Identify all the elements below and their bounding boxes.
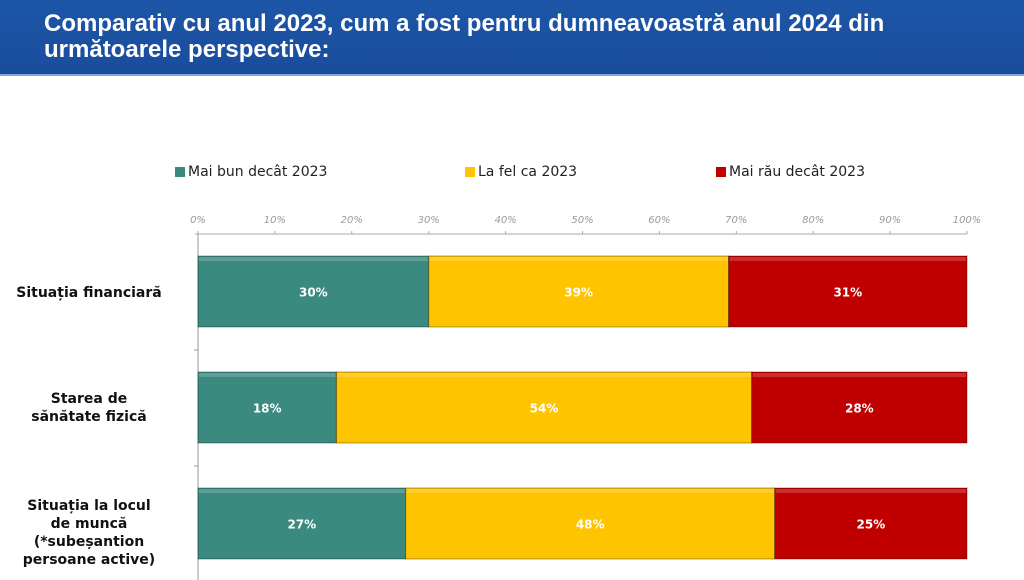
bar-bevel [429, 257, 728, 261]
bar-bevel [199, 373, 336, 377]
category-label: Starea de sănătate fizică [31, 391, 147, 425]
x-tick-label: 90% [879, 215, 901, 226]
bar-segment [335, 371, 753, 444]
bar-bevel [406, 489, 774, 493]
legend-swatch [716, 167, 726, 177]
bar-bevel [729, 257, 966, 261]
bar-segment [751, 371, 968, 444]
legend-label: Mai rău decât 2023 [729, 164, 866, 180]
bar-segment [728, 255, 968, 328]
legend-item-worse: Mai rău decât 2023 [716, 164, 865, 180]
x-tick-label: 0% [190, 215, 206, 226]
x-tick-label: 60% [648, 215, 670, 226]
legend-swatch [175, 167, 185, 177]
legend-label: La fel ca 2023 [478, 164, 578, 180]
x-tick-label: 30% [418, 215, 440, 226]
x-tick-label: 70% [725, 215, 747, 226]
bar-segment [197, 487, 407, 560]
data-label: 31% [833, 286, 862, 300]
data-label: 18% [253, 402, 282, 416]
bar-bevel [199, 257, 428, 261]
bar-bevel [337, 373, 751, 377]
legend-item-same: La fel ca 2023 [465, 164, 577, 180]
data-label: 48% [576, 518, 605, 532]
x-tick-label: 100% [953, 215, 982, 226]
bar-segment [428, 255, 730, 328]
x-tick-label: 20% [341, 215, 363, 226]
bar-segment [197, 255, 430, 328]
x-tick-label: 80% [802, 215, 824, 226]
data-label: 27% [287, 518, 316, 532]
bar-segment [405, 487, 776, 560]
bar-bevel [775, 489, 966, 493]
header-banner: Comparativ cu anul 2023, cum a fost pent… [0, 0, 1024, 76]
data-label: 54% [530, 402, 559, 416]
bar-segment [774, 487, 968, 560]
data-label: 39% [564, 286, 593, 300]
category-label: Situația financiară [16, 285, 162, 301]
category-label: Situația la locul de muncă (*subeșantion… [22, 498, 156, 568]
legend-item-better: Mai bun decât 2023 [175, 164, 327, 180]
legend-label: Mai bun decât 2023 [188, 164, 328, 180]
data-label: 25% [857, 518, 886, 532]
bar-segment [197, 371, 337, 444]
x-tick-label: 10% [264, 215, 286, 226]
chart-title: Comparativ cu anul 2023, cum a fost pent… [44, 10, 885, 63]
x-tick-label: 40% [494, 215, 516, 226]
legend-swatch [465, 167, 475, 177]
data-label: 28% [845, 402, 874, 416]
bar-bevel [199, 489, 405, 493]
bar-bevel [752, 373, 966, 377]
x-tick-label: 50% [571, 215, 593, 226]
data-label: 30% [299, 286, 328, 300]
